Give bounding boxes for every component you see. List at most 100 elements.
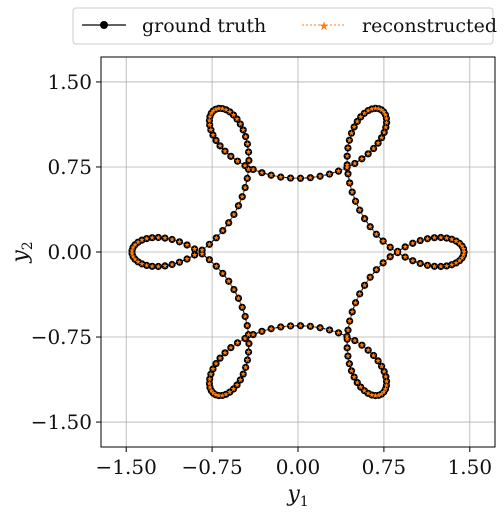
reconstructed-point <box>176 259 183 265</box>
reconstructed-point <box>162 235 168 241</box>
reconstructed-point <box>456 240 463 246</box>
reconstructed-point <box>227 389 233 395</box>
reconstructed-point <box>216 392 222 398</box>
reconstructed-point <box>387 244 393 250</box>
reconstructed-point <box>459 255 465 261</box>
reconstructed-point <box>278 324 284 330</box>
reconstructed-point <box>373 231 380 237</box>
reconstructed-point <box>207 376 213 382</box>
reconstructed-point <box>348 368 355 374</box>
reconstructed-point <box>352 337 358 343</box>
reconstructed-point <box>207 122 213 128</box>
reconstructed-point <box>344 164 350 170</box>
reconstructed-point <box>244 141 251 147</box>
reconstructed-point <box>456 257 463 263</box>
reconstructed-point <box>443 235 450 241</box>
reconstructed-point <box>199 251 205 257</box>
reconstructed-point <box>206 256 213 262</box>
reconstructed-point <box>361 387 368 393</box>
reconstructed-point <box>378 107 385 113</box>
reconstructed-point <box>365 151 371 157</box>
reconstructed-point <box>244 357 251 363</box>
reconstructed-point <box>231 211 237 217</box>
reconstructed-point <box>245 166 252 172</box>
reconstructed-point <box>297 322 304 328</box>
reconstructed-point <box>210 132 216 138</box>
reconstructed-point <box>169 236 175 242</box>
reconstructed-point <box>210 108 216 114</box>
reconstructed-point <box>244 175 250 181</box>
reconstructed-point <box>352 198 359 204</box>
y-axis-label: y2 <box>8 241 36 263</box>
reconstructed-point <box>213 263 219 269</box>
reconstructed-point <box>149 234 155 240</box>
reconstructed-point <box>237 121 243 127</box>
reconstructed-point <box>245 149 252 155</box>
reconstructed-point <box>208 110 214 116</box>
reconstructed-point <box>226 219 232 226</box>
reconstructed-point <box>234 116 240 122</box>
reconstructed-point <box>359 156 365 162</box>
reconstructed-point <box>438 234 444 240</box>
reconstructed-point <box>217 143 223 149</box>
reconstructed-point <box>246 157 252 163</box>
reconstructed-point <box>317 324 323 331</box>
reconstructed-point <box>335 168 342 174</box>
reconstructed-point <box>242 184 248 190</box>
reconstructed-point <box>370 145 377 151</box>
reconstructed-point <box>449 261 455 267</box>
reconstructed-point <box>346 360 353 367</box>
reconstructed-point <box>191 246 198 252</box>
reconstructed-point <box>378 363 385 369</box>
reconstructed-point <box>380 238 386 244</box>
reconstructed-point <box>234 158 241 164</box>
curves <box>128 104 468 400</box>
reconstructed-point <box>206 380 213 386</box>
reconstructed-point <box>375 392 382 398</box>
reconstructed-point <box>357 207 363 213</box>
reconstructed-point <box>381 129 387 135</box>
reconstructed-point <box>424 262 431 268</box>
reconstructed-point <box>345 145 351 151</box>
reconstructed-point <box>149 263 155 269</box>
reconstructed-point <box>410 257 416 263</box>
reconstructed-point <box>326 327 333 333</box>
reconstructed-point <box>245 349 252 355</box>
reconstructed-point <box>220 227 226 233</box>
reconstructed-point <box>208 387 214 393</box>
reconstructed-point <box>361 282 368 288</box>
y-tick-label: 0.00 <box>47 240 92 264</box>
reconstructed-point <box>129 247 135 253</box>
reconstructed-point <box>129 250 135 256</box>
y-tick-label: −1.50 <box>31 410 92 434</box>
reconstructed-point <box>382 112 389 118</box>
y-tick-label: 1.50 <box>47 70 92 94</box>
reconstructed-point <box>383 124 389 130</box>
reconstructed-point <box>228 344 234 350</box>
reconstructed-point <box>231 286 237 292</box>
reconstructed-point <box>242 364 249 370</box>
reconstructed-point <box>223 391 229 397</box>
reconstructed-point <box>431 234 438 240</box>
reconstructed-point <box>367 223 373 230</box>
reconstructed-point <box>242 335 248 341</box>
reconstructed-point <box>383 378 390 384</box>
reconstructed-point <box>461 249 467 255</box>
reconstructed-point <box>297 175 304 181</box>
reconstructed-point <box>278 174 284 180</box>
reconstructed-point <box>358 384 364 390</box>
reconstructed-point <box>227 109 233 115</box>
reconstructed-point <box>235 295 242 301</box>
reconstructed-point <box>307 323 314 329</box>
reconstructed-point <box>162 263 168 269</box>
reconstructed-point <box>135 239 141 245</box>
reconstructed-point <box>144 235 150 241</box>
reconstructed-point <box>208 371 214 377</box>
reconstructed-point <box>234 340 241 346</box>
reconstructed-point <box>417 237 423 243</box>
reconstructed-point <box>235 202 242 208</box>
reconstructed-point <box>373 266 380 272</box>
reconstructed-point <box>219 105 226 111</box>
legend: ground truth ★ reconstructed <box>72 7 497 45</box>
reconstructed-point <box>344 162 350 168</box>
